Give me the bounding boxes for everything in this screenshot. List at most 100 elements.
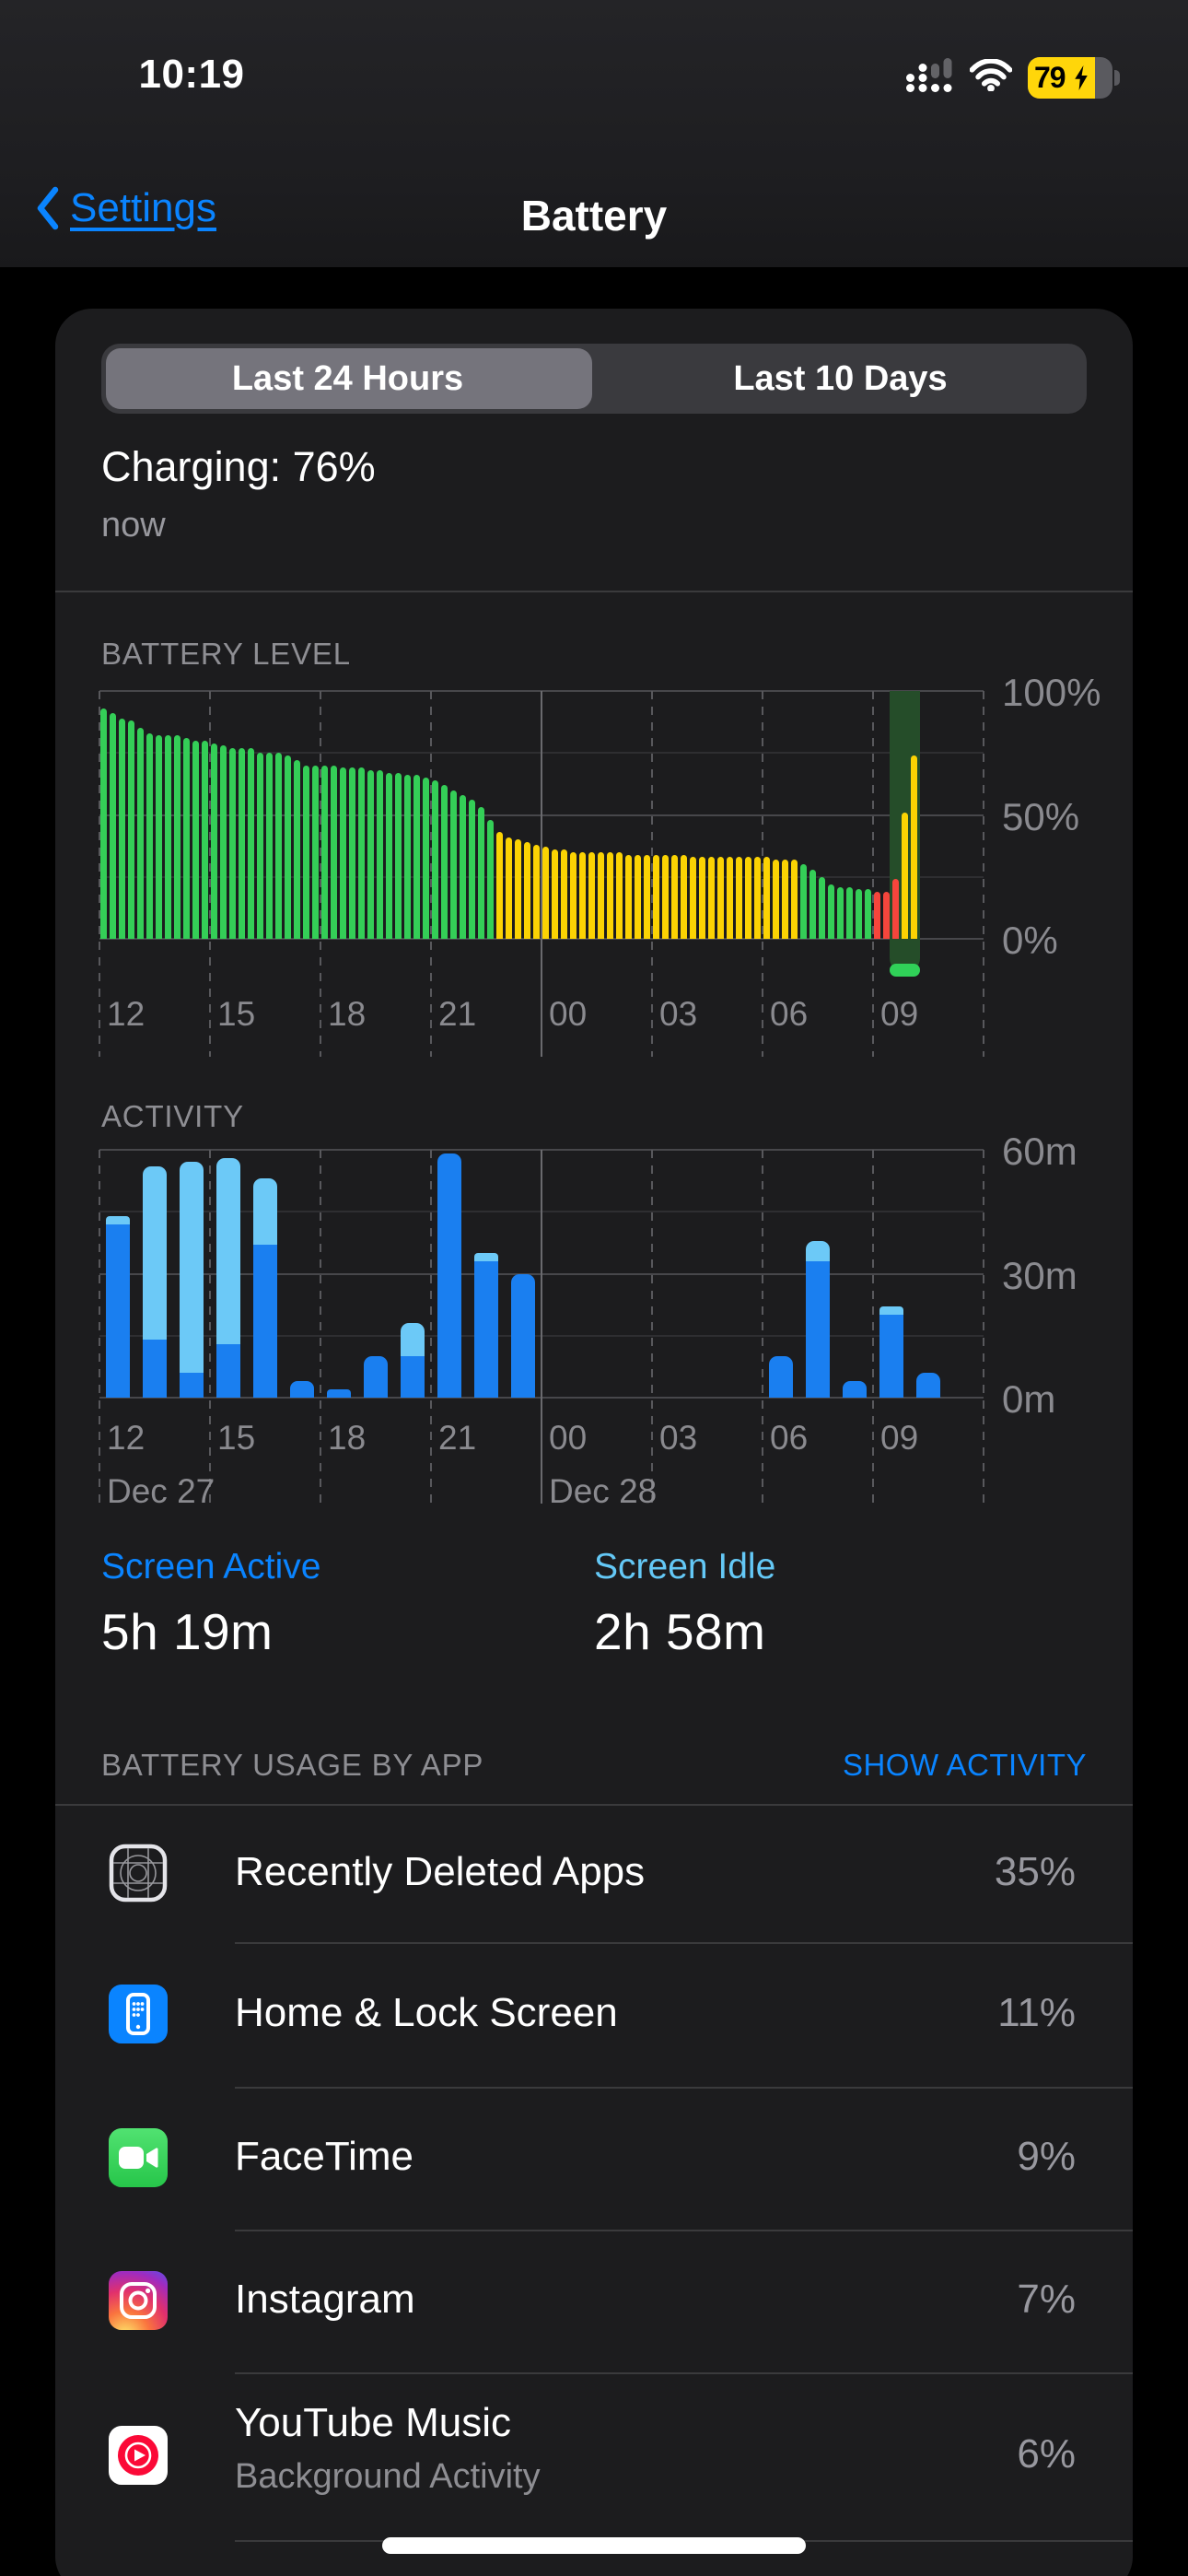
x-axis-tick-label: 06 bbox=[770, 1419, 809, 1457]
back-button-label[interactable]: Settings bbox=[70, 185, 216, 230]
battery-level-bar bbox=[340, 767, 346, 939]
battery-level-bar bbox=[892, 879, 899, 939]
gridline-dashed bbox=[320, 1150, 321, 1504]
battery-level-bar bbox=[183, 738, 190, 939]
app-percent: 11% bbox=[997, 1990, 1076, 2035]
battery-level-bar bbox=[377, 770, 383, 939]
home-indicator[interactable] bbox=[382, 2537, 806, 2554]
tab-last-24-hours[interactable]: Last 24 Hours bbox=[231, 358, 464, 398]
activity-screen-off-bar bbox=[806, 1240, 830, 1262]
app-name: FaceTime bbox=[235, 2134, 413, 2179]
activity-screen-off-bar bbox=[106, 1215, 130, 1224]
battery-level-bar bbox=[690, 857, 696, 939]
app-name: Instagram bbox=[235, 2277, 415, 2322]
x-axis-tick-label: 15 bbox=[217, 995, 256, 1033]
activity-screen-on-bar bbox=[879, 1315, 903, 1398]
screen-active-value: 5h 19m bbox=[101, 1603, 274, 1660]
app-name: Recently Deleted Apps bbox=[235, 1849, 646, 1894]
battery-level-bar bbox=[229, 747, 236, 939]
facetime-icon bbox=[109, 2128, 168, 2187]
recently-deleted-apps-icon bbox=[109, 1844, 168, 1903]
instagram-icon bbox=[109, 2271, 168, 2330]
plugged-in-pill bbox=[890, 964, 920, 977]
battery-level-bar bbox=[303, 765, 309, 939]
battery-level-bar bbox=[883, 891, 890, 939]
battery-level-bar bbox=[321, 765, 328, 939]
battery-level-bar bbox=[542, 847, 549, 939]
battery-status-body: 79 bbox=[1028, 56, 1112, 99]
battery-level-bar bbox=[644, 854, 650, 939]
y-axis-tick-label: 60m bbox=[1002, 1130, 1077, 1173]
status-icons: 79 bbox=[906, 55, 1120, 100]
battery-level-bar bbox=[192, 740, 199, 939]
x-axis-tick-label: 18 bbox=[328, 1419, 367, 1457]
screen-active-label: Screen Active bbox=[101, 1547, 321, 1587]
battery-level-bar bbox=[819, 876, 825, 939]
battery-status-icon: 79 bbox=[1028, 56, 1120, 99]
battery-level-bar bbox=[248, 747, 254, 939]
tab-last-10-days[interactable]: Last 10 Days bbox=[733, 358, 948, 398]
activity-screen-on-bar bbox=[106, 1224, 130, 1398]
y-axis-tick-label: 0m bbox=[1002, 1377, 1056, 1421]
divider bbox=[55, 591, 1133, 592]
app-percent: 7% bbox=[1017, 2277, 1076, 2322]
gridline-dashed bbox=[983, 691, 984, 1057]
battery-level-bar bbox=[524, 842, 530, 939]
battery-level-bar bbox=[331, 765, 337, 939]
battery-level-bar bbox=[202, 740, 208, 939]
y-axis-tick-label: 30m bbox=[1002, 1253, 1077, 1297]
battery-level-bar bbox=[146, 732, 153, 939]
back-button[interactable]: Settings bbox=[33, 184, 216, 232]
battery-level-bar bbox=[156, 735, 162, 939]
battery-level-bar bbox=[137, 728, 144, 939]
battery-level-bar bbox=[800, 864, 807, 939]
x-axis-tick-label: 12 bbox=[107, 1419, 146, 1457]
battery-level-bar bbox=[681, 854, 687, 939]
activity-screen-on-bar bbox=[769, 1356, 793, 1398]
gridline-dashed bbox=[320, 691, 321, 1057]
divider bbox=[235, 2087, 1133, 2089]
time-range-segmented-control[interactable]: Last 24 Hours Last 10 Days bbox=[101, 344, 1087, 414]
battery-level-bar bbox=[763, 857, 770, 939]
battery-level-bar bbox=[469, 800, 475, 939]
activity-screen-on-bar bbox=[437, 1153, 461, 1398]
battery-level-bar bbox=[432, 779, 438, 939]
divider bbox=[235, 2372, 1133, 2374]
app-name: Home & Lock Screen bbox=[235, 1990, 618, 2035]
y-axis-tick-label: 0% bbox=[1002, 919, 1058, 962]
battery-level-bar bbox=[220, 745, 227, 939]
battery-level-bar bbox=[275, 753, 282, 939]
battery-level-bar bbox=[635, 854, 641, 939]
activity-section-label: ACTIVITY bbox=[101, 1099, 244, 1133]
x-axis-tick-label: 15 bbox=[217, 1419, 256, 1457]
battery-level-bar bbox=[395, 772, 402, 939]
activity-screen-on-bar bbox=[843, 1381, 867, 1398]
gridline-dashed bbox=[762, 691, 763, 1057]
battery-level-bar bbox=[487, 819, 494, 939]
battery-level-bar bbox=[699, 857, 705, 939]
battery-level-bar bbox=[478, 807, 484, 939]
battery-level-section-label: BATTERY LEVEL bbox=[101, 637, 351, 671]
screen-idle-label: Screen Idle bbox=[594, 1547, 776, 1587]
activity-screen-off-bar bbox=[180, 1162, 204, 1374]
gridline-midnight bbox=[541, 691, 542, 1057]
activity-screen-off-bar bbox=[143, 1165, 167, 1341]
activity-screen-on-bar bbox=[180, 1373, 204, 1398]
battery-level-bar bbox=[727, 857, 733, 939]
activity-screen-on-bar bbox=[143, 1340, 167, 1398]
battery-level-plot: 12 15 18 21 00 03 06 09 100% 50% 0% bbox=[99, 671, 1101, 1057]
battery-level-bar bbox=[782, 859, 788, 939]
page-title: Battery bbox=[520, 192, 668, 240]
battery-level-bar bbox=[588, 851, 595, 939]
divider bbox=[235, 1942, 1133, 1944]
activity-screen-off-bar bbox=[474, 1253, 498, 1262]
battery-level-bar bbox=[441, 785, 448, 939]
app-percent: 9% bbox=[1017, 2134, 1076, 2179]
gridline-dashed bbox=[209, 1150, 211, 1504]
show-activity-button[interactable]: SHOW ACTIVITY bbox=[842, 1748, 1087, 1782]
app-name: YouTube Music bbox=[235, 2400, 512, 2445]
x-axis-tick-label: 12 bbox=[107, 995, 146, 1033]
app-percent: 35% bbox=[994, 1849, 1076, 1894]
activity-screen-on-bar bbox=[253, 1245, 277, 1398]
battery-level-bar bbox=[717, 857, 724, 939]
